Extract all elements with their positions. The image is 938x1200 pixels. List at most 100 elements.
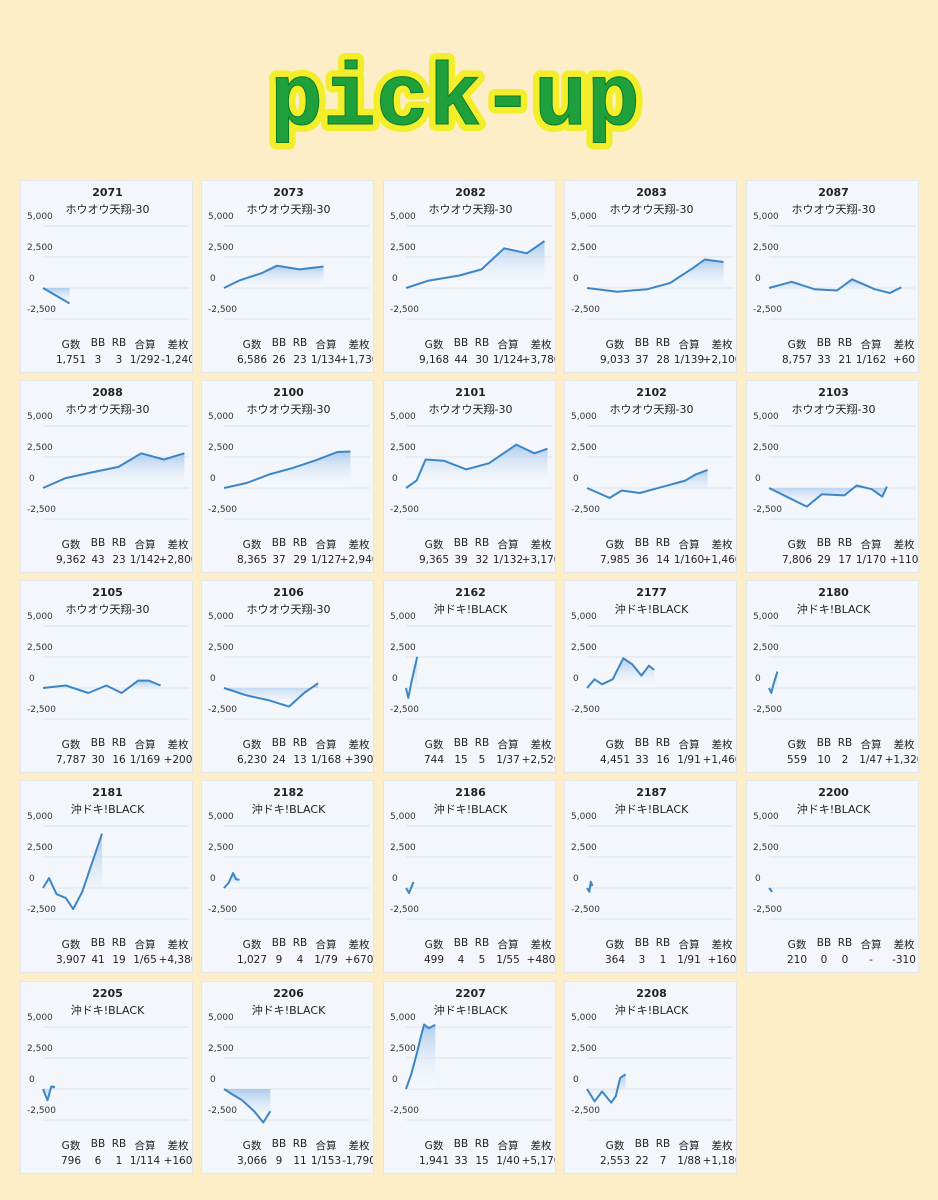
machine-name: 沖ドキ!BLACK [614,1004,689,1017]
y-tick-label: 5,000 [27,412,53,422]
stats-value: 1/127 [310,554,342,566]
chart-card-2207: 2207 沖ドキ!BLACK 5,000 2,500 0 -2,500 G数 BB RB 合算 差枚… [383,981,556,1174]
stats-value: 30 [475,354,489,366]
y-tick-label: -2,500 [571,705,601,715]
stats-value: 6,586 [236,354,268,366]
chart-plot [42,625,189,720]
y-tick-label: 0 [29,474,35,484]
stats-value: 13 [293,754,307,766]
y-tick-label: -2,500 [753,505,783,515]
stats-value: +3,170 [521,554,555,566]
stats-header: G数 [605,339,625,351]
stats-header: G数 [242,739,262,751]
stats-value: 33 [817,354,831,366]
stats-value: 24 [272,754,286,766]
machine-number: 2102 [636,386,667,399]
y-tick-label: 0 [755,474,761,484]
stats-header: RB [292,937,308,949]
stats-header: BB [90,1138,106,1150]
stats-value: 11 [293,1155,307,1167]
stats-value: +4,380 [158,954,192,966]
y-tick-label: -2,500 [571,1106,601,1116]
stats-table: G数 BB RB 合算 差枚 6,230 24 13 1/168 +390 [202,737,373,771]
y-tick-label: 5,000 [208,212,234,222]
y-tick-label: 2,500 [390,843,416,853]
stats-table: G数 BB RB 合算 差枚 796 6 1 1/114 +160 [21,1138,192,1172]
stats-header: RB [837,537,853,549]
stats-value: +1,180 [702,1155,736,1167]
stats-table: G数 BB RB 合算 差枚 1,027 9 4 1/79 +670 [202,937,373,971]
stats-value: 9,365 [418,554,450,566]
machine-name: ホウオウ天翔-30 [246,603,331,616]
stats-header: G数 [605,1140,625,1152]
stats-value: 3 [638,954,646,966]
chart-card-2205: 2205 沖ドキ!BLACK 5,000 2,500 0 -2,500 G数 BB RB 合算 差枚… [20,981,193,1174]
stats-header: 合算 [497,1140,519,1152]
y-tick-label: 2,500 [571,843,597,853]
series-area [406,444,548,488]
stats-header: 差枚 [348,1140,370,1152]
chart-plot [768,425,915,520]
stats-header: BB [90,337,106,349]
chart-plot [42,225,189,320]
stats-value: 1/134 [310,354,342,366]
stats-header: 差枚 [711,939,733,951]
stats-header: RB [111,737,127,749]
stats-value: 36 [635,554,649,566]
y-tick-label: 0 [392,674,398,684]
stats-header: 合算 [315,339,337,351]
y-tick-label: 2,500 [390,243,416,253]
series-line [42,452,185,489]
stats-table: G数 BB RB 合算 差枚 7,787 30 16 1/169 +200 [21,737,192,771]
stats-header: 差枚 [167,939,189,951]
stats-header: BB [271,537,287,549]
stats-value: +5,170 [521,1155,555,1167]
chart-card-2102: 2102 ホウオウ天翔-30 5,000 2,500 0 -2,500 G数 BB RB 合算 差枚… [564,380,737,573]
chart-card-2073: 2073 ホウオウ天翔-30 5,000 2,500 0 -2,500 G数 BB RB 合算 差枚… [201,180,374,373]
stats-header: BB [816,537,832,549]
chart-card-2186: 2186 沖ドキ!BLACK 5,000 2,500 0 -2,500 G数 BB RB 合算 差枚… [383,780,556,973]
stats-table: G数 BB RB 合算 差枚 3,066 9 11 1/153 -1,790 [202,1138,373,1172]
stats-value: -1,240 [161,354,193,366]
stats-header: BB [453,537,469,549]
y-tick-label: 5,000 [390,412,416,422]
stats-header: RB [655,737,671,749]
machine-name: ホウオウ天翔-30 [791,403,876,416]
stats-value: 7,787 [55,754,87,766]
stats-value: 33 [635,754,649,766]
machine-name: ホウオウ天翔-30 [609,203,694,216]
stats-value: 44 [454,354,468,366]
stats-value: +2,100 [702,354,736,366]
y-tick-label: 5,000 [208,812,234,822]
y-tick-label: 2,500 [571,1044,597,1054]
stats-header: BB [271,937,287,949]
y-tick-label: 5,000 [27,212,53,222]
stats-header: G数 [242,939,262,951]
chart-card-2200: 2200 沖ドキ!BLACK 5,000 2,500 0 -2,500 G数 BB RB 合算 差枚… [746,780,919,973]
machine-name: ホウオウ天翔-30 [65,603,150,616]
series-line [586,468,708,499]
stats-header: RB [474,337,490,349]
stats-header: 差枚 [167,539,189,551]
stats-value: 30 [91,754,105,766]
stats-header: BB [271,337,287,349]
machine-number: 2186 [455,786,486,799]
y-tick-label: -2,500 [753,705,783,715]
series-area [43,453,185,488]
stats-header: BB [634,737,650,749]
stats-value: 15 [454,754,468,766]
y-tick-label: 0 [29,674,35,684]
machine-number: 2083 [636,186,667,199]
stats-value: 1/91 [677,754,701,766]
chart-plot [405,425,552,520]
stats-header: G数 [61,1140,81,1152]
stats-value: 9 [275,1155,283,1167]
stats-value: 32 [475,554,489,566]
stats-value: 1/160 [673,554,705,566]
stats-value: 16 [656,754,670,766]
stats-value: +2,520 [521,754,555,766]
stats-header: 合算 [860,339,882,351]
